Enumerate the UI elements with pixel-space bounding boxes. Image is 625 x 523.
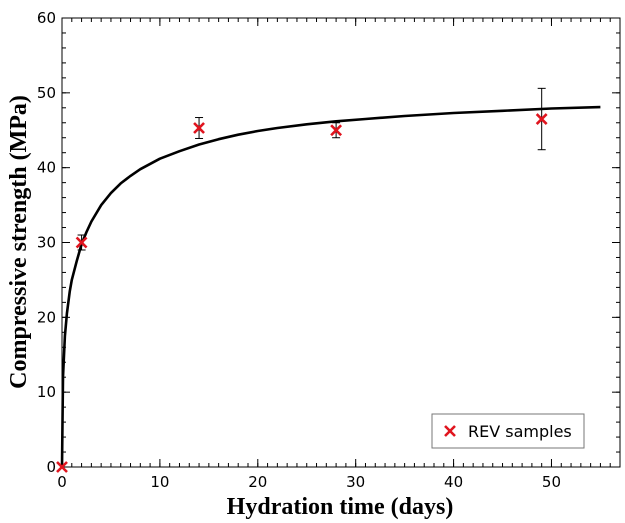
x-tick-label: 50 [542, 473, 561, 491]
tick-labels: 0 10 20 30 40 50 0 10 20 30 40 50 60 [37, 9, 561, 491]
y-tick-label: 60 [37, 9, 56, 27]
point-marker-stroke [75, 236, 88, 249]
legend-marker-stroke [444, 425, 456, 437]
point-marker-stroke [56, 461, 68, 473]
y-tick-label: 10 [37, 383, 56, 401]
legend-label: REV samples [468, 422, 572, 441]
y-tick-label: 50 [37, 84, 56, 102]
x-tick-label: 30 [346, 473, 365, 491]
x-tick-label: 10 [150, 473, 169, 491]
x-axis-title: Hydration time (days) [227, 494, 454, 520]
y-tick-label: 20 [37, 308, 56, 326]
x-tick-label: 0 [57, 473, 67, 491]
legend: REV samples [431, 413, 585, 449]
legend-box [431, 413, 585, 449]
point-marker-stroke [330, 124, 343, 137]
data-point [56, 461, 68, 473]
point-marker-stroke [535, 113, 548, 125]
legend-marker-x [444, 425, 456, 437]
y-tick-label: 30 [37, 234, 56, 252]
data-point [193, 117, 205, 139]
point-marker-stroke [193, 122, 205, 134]
axis-ticks [61, 17, 621, 468]
x-tick-label: 40 [444, 473, 463, 491]
data-point [330, 122, 343, 139]
y-axis-title: Compressive strength (MPa) [6, 95, 32, 389]
plot-frame [61, 17, 621, 468]
data-point [535, 87, 548, 151]
y-tick-label: 40 [37, 159, 56, 177]
x-tick-label: 20 [248, 473, 267, 491]
data-point [75, 234, 88, 251]
y-tick-label: 0 [46, 458, 56, 476]
data-points [56, 87, 548, 473]
fit-curve [60, 105, 601, 468]
